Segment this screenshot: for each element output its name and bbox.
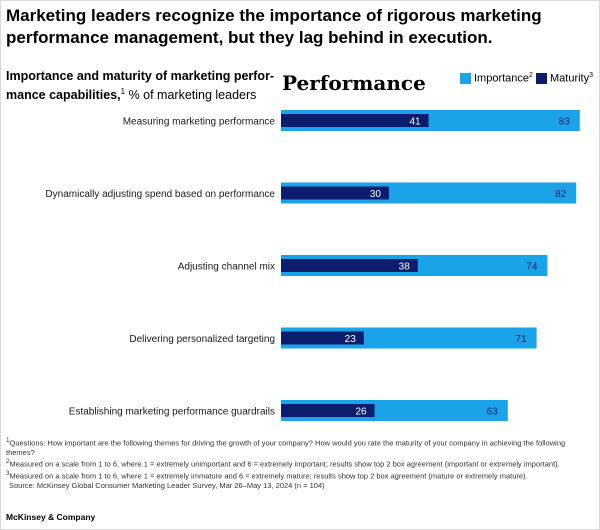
subtitle-bold: Importance and maturity of marketing per…: [6, 69, 275, 103]
footnote-2-text: Measured on a scale from 1 to 6, where 1…: [9, 459, 560, 469]
footnote-2-sup: 2: [6, 458, 10, 466]
chart-subtitle: Importance and maturity of marketing per…: [6, 68, 276, 103]
value-label-maturity-measuring-marketing-performance: 41: [409, 117, 421, 128]
footnote-3: 3Measured on a scale from 1 to 6, where …: [6, 469, 592, 481]
value-label-importance-measuring-marketing-performance: 83: [559, 117, 571, 128]
value-label-maturity-establishing-marketing-performance-guardrails: 26: [355, 407, 367, 418]
footnote-3-sup: 3: [6, 470, 10, 478]
category-label-dynamically-adjusting-spend-based-on-performance: Dynamically adjusting spend based on per…: [45, 189, 275, 200]
footnote-2: 2Measured on a scale from 1 to 6, where …: [6, 457, 592, 469]
brand-logo-text: McKinsey & Company: [6, 512, 96, 522]
footnote-1-sup: 1: [6, 437, 10, 444]
value-label-importance-establishing-marketing-performance-guardrails: 63: [487, 407, 499, 418]
legend-item-importance: Importance2: [460, 70, 533, 85]
legend-label-importance: Importance: [474, 72, 530, 85]
category-label-measuring-marketing-performance: Measuring marketing performance: [123, 117, 276, 128]
headline: Marketing leaders recognize the importan…: [6, 6, 542, 47]
legend-swatch-maturity: [536, 72, 547, 84]
category-label-delivering-personalized-targeting: Delivering personalized targeting: [129, 334, 275, 345]
legend-sup-importance: 2: [529, 72, 533, 79]
bar-maturity-delivering-personalized-targeting: [281, 331, 364, 345]
legend-item-maturity: Maturity3: [536, 70, 593, 85]
legend-swatch-importance: [460, 72, 471, 84]
subtitle-rest: % of marketing leaders: [125, 88, 257, 103]
bar-maturity-establishing-marketing-performance-guardrails: [281, 404, 375, 417]
bar-maturity-dynamically-adjusting-spend-based-on-performance: [281, 186, 389, 200]
source-note: Source: McKinsey Global Consumer Marketi…: [9, 481, 325, 491]
legend-label-maturity: Maturity: [550, 72, 590, 85]
footnote-1: 1Questions: How important are the follow…: [6, 436, 592, 457]
bar-maturity-measuring-marketing-performance: [281, 114, 429, 127]
value-label-maturity-dynamically-adjusting-spend-based-on-performance: 30: [370, 189, 382, 200]
footnote-3-text: Measured on a scale from 1 to 6, where 1…: [9, 471, 528, 481]
footnote-1-text: Questions: How important are the followi…: [6, 438, 566, 457]
footnotes: 1Questions: How important are the follow…: [6, 436, 592, 491]
value-label-importance-adjusting-channel-mix: 74: [526, 262, 538, 273]
value-label-maturity-delivering-personalized-targeting: 23: [345, 334, 357, 345]
category-label-adjusting-channel-mix: Adjusting channel mix: [178, 262, 275, 273]
section-label: Performance: [282, 71, 426, 95]
value-label-importance-dynamically-adjusting-spend-based-on-performance: 82: [555, 189, 567, 200]
bar-chart: Measuring marketing performance 41 83 Dynam…: [45, 110, 580, 421]
bar-maturity-adjusting-channel-mix: [281, 259, 418, 272]
subtitle-footnote-ref: 1: [120, 87, 126, 96]
category-label-establishing-marketing-performance-guardrails: Establishing marketing performance guard…: [69, 407, 275, 418]
value-label-maturity-adjusting-channel-mix: 38: [399, 262, 411, 273]
legend-sup-maturity: 3: [589, 72, 594, 79]
value-label-importance-delivering-personalized-targeting: 71: [515, 334, 527, 345]
